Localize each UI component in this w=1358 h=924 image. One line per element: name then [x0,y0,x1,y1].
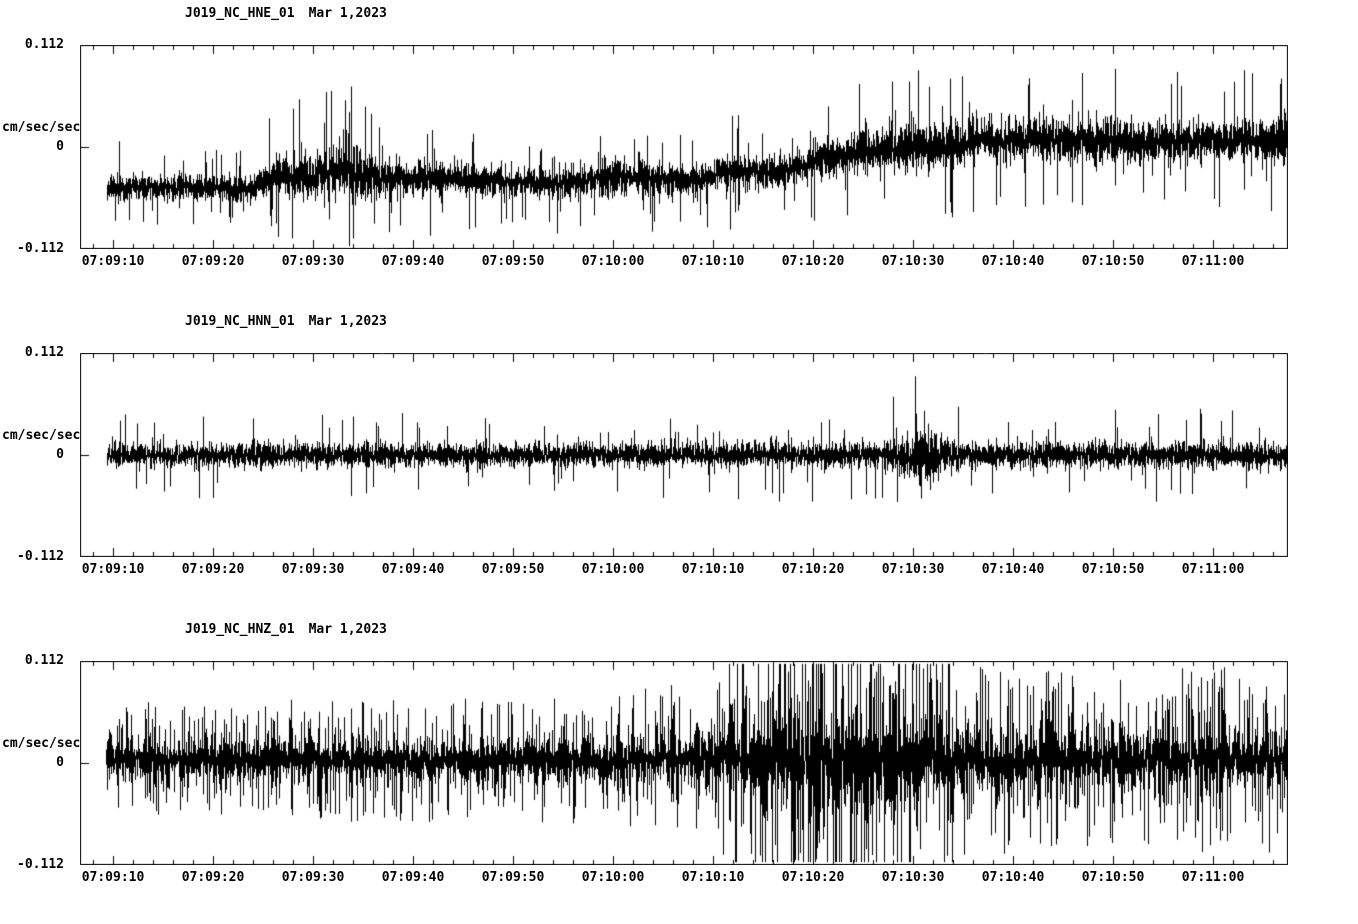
waveform-panel-hnz: J019_NC_HNZ_01 Mar 1,2023 0.112 cm/sec/se… [0,616,1358,924]
x-tick-label: 07:09:40 [381,254,445,269]
y-axis-unit-label: cm/sec/sec [2,736,81,751]
x-tick-label: 07:09:50 [481,870,545,885]
channel-id: J019_NC_HNE_01 [185,6,295,21]
x-tick-label: 07:11:00 [1181,870,1245,885]
waveform-panel-hnn: J019_NC_HNN_01 Mar 1,2023 0.112 cm/sec/se… [0,308,1358,616]
x-tick-label: 07:10:10 [681,254,745,269]
x-tick-label: 07:10:20 [781,870,845,885]
x-tick-label: 07:09:40 [381,870,445,885]
x-tick-label: 07:10:20 [781,254,845,269]
x-tick-label: 07:10:40 [981,870,1045,885]
panel-date: Mar 1,2023 [308,314,387,329]
waveform-canvas-hne [80,45,1288,249]
x-tick-label: 07:09:40 [381,562,445,577]
y-tick-label-min: -0.112 [17,549,64,564]
x-tick-label: 07:10:50 [1081,870,1145,885]
x-tick-label: 07:11:00 [1181,254,1245,269]
x-tick-label: 07:09:20 [181,254,245,269]
x-tick-label: 07:10:00 [581,254,645,269]
y-tick-label-zero: 0 [56,447,64,462]
x-tick-label: 07:09:10 [81,870,145,885]
x-tick-label: 07:10:50 [1081,254,1145,269]
x-tick-label: 07:10:30 [881,562,945,577]
y-tick-label-max: 0.112 [24,37,64,52]
x-tick-label: 07:09:30 [281,870,345,885]
x-tick-label: 07:10:40 [981,562,1045,577]
y-tick-label-min: -0.112 [17,857,64,872]
x-tick-label: 07:09:50 [481,254,545,269]
x-tick-label: 07:09:30 [281,562,345,577]
x-tick-label: 07:10:10 [681,562,745,577]
channel-id: J019_NC_HNN_01 [185,314,295,329]
x-tick-label: 07:09:10 [81,254,145,269]
x-tick-label: 07:10:30 [881,254,945,269]
panel-date: Mar 1,2023 [308,6,387,21]
y-tick-label-max: 0.112 [24,345,64,360]
y-axis-unit-label: cm/sec/sec [2,120,81,135]
x-axis-tick-labels: 07:09:10 07:09:20 07:09:30 07:09:40 07:09:50… [0,254,1358,270]
waveform-canvas-hnn [80,353,1288,557]
y-tick-label-max: 0.112 [24,653,64,668]
x-tick-label: 07:09:30 [281,254,345,269]
y-tick-label-zero: 0 [56,755,64,770]
x-tick-label: 07:09:20 [181,562,245,577]
panel-title: J019_NC_HNZ_01 Mar 1,2023 [185,622,387,637]
x-tick-label: 07:11:00 [1181,562,1245,577]
x-axis-tick-labels: 07:09:10 07:09:20 07:09:30 07:09:40 07:09:50… [0,562,1358,578]
x-tick-label: 07:10:50 [1081,562,1145,577]
x-tick-label: 07:10:20 [781,562,845,577]
x-tick-label: 07:10:40 [981,254,1045,269]
x-tick-label: 07:10:10 [681,870,745,885]
x-tick-label: 07:09:20 [181,870,245,885]
x-tick-label: 07:09:10 [81,562,145,577]
x-tick-label: 07:10:00 [581,562,645,577]
x-tick-label: 07:10:30 [881,870,945,885]
y-axis-unit-label: cm/sec/sec [2,428,81,443]
x-tick-label: 07:09:50 [481,562,545,577]
y-tick-label-zero: 0 [56,139,64,154]
panel-title: J019_NC_HNN_01 Mar 1,2023 [185,314,387,329]
x-tick-label: 07:10:00 [581,870,645,885]
waveform-panel-hne: J019_NC_HNE_01 Mar 1,2023 0.112 cm/sec/se… [0,0,1358,308]
panel-date: Mar 1,2023 [308,622,387,637]
x-axis-tick-labels: 07:09:10 07:09:20 07:09:30 07:09:40 07:09:50… [0,870,1358,886]
y-tick-label-min: -0.112 [17,241,64,256]
panel-title: J019_NC_HNE_01 Mar 1,2023 [185,6,387,21]
waveform-canvas-hnz [80,661,1288,865]
channel-id: J019_NC_HNZ_01 [185,622,295,637]
